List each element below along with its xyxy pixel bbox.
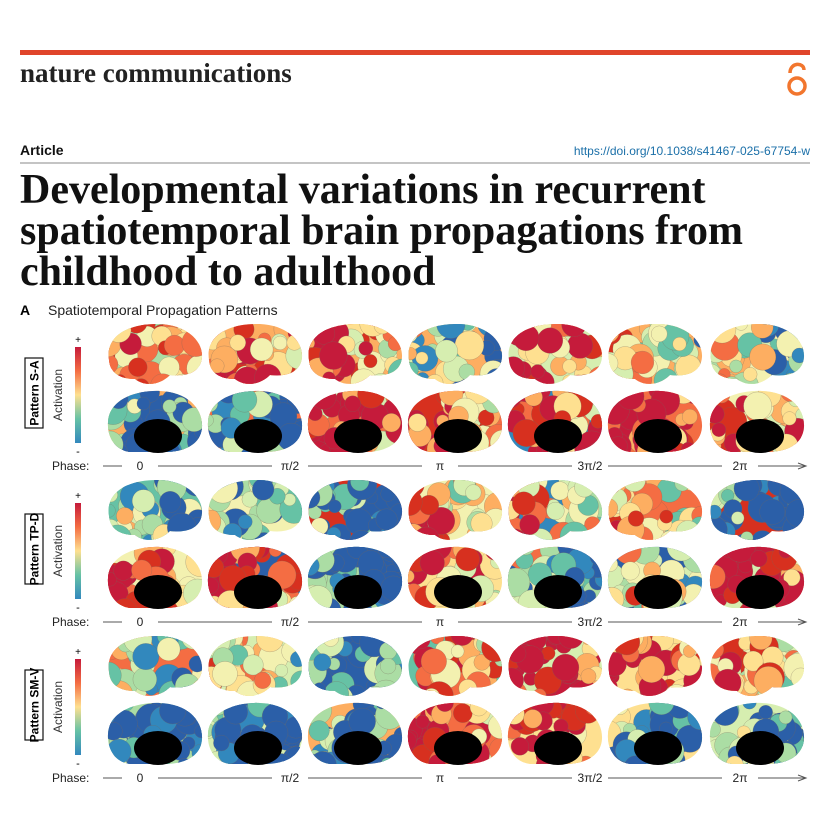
colorbar-max: + bbox=[75, 491, 81, 502]
brain-lateral bbox=[108, 479, 203, 540]
journal-name: nature communications bbox=[20, 58, 292, 88]
colorbar-label: Activation bbox=[51, 369, 65, 421]
brain-lateral bbox=[308, 479, 403, 540]
brain-medial bbox=[207, 546, 303, 609]
pattern-label: Pattern S-A bbox=[24, 357, 44, 429]
brain-lateral bbox=[608, 479, 703, 540]
colorbar bbox=[75, 347, 81, 443]
colorbar bbox=[75, 503, 81, 599]
phase-tick: 0 bbox=[137, 771, 144, 785]
phase-tick: π/2 bbox=[281, 771, 300, 785]
article-title: Developmental variations in recurrentspa… bbox=[20, 167, 743, 295]
brain-medial bbox=[207, 702, 303, 765]
phase-tick: 3π/2 bbox=[578, 615, 603, 629]
header-bar bbox=[20, 50, 810, 55]
phase-tick: π bbox=[436, 771, 444, 785]
phase-tick: 3π/2 bbox=[578, 459, 603, 473]
brain-medial bbox=[407, 390, 503, 453]
title-line: Developmental variations in recurrent bbox=[20, 167, 706, 213]
brain-medial bbox=[407, 702, 503, 765]
phase-arrow bbox=[797, 462, 808, 470]
brain-lateral bbox=[108, 635, 203, 696]
pattern-name: Pattern SM-V bbox=[28, 668, 42, 743]
brain-lateral bbox=[710, 479, 805, 540]
brain-lateral bbox=[208, 323, 303, 384]
brain-medial bbox=[507, 390, 603, 453]
brain-lateral bbox=[208, 635, 303, 696]
brain-lateral bbox=[308, 635, 403, 696]
brain-lateral bbox=[508, 635, 603, 696]
brain-medial bbox=[207, 390, 303, 453]
phase-arrow bbox=[797, 774, 808, 782]
phase-tick: 3π/2 bbox=[578, 771, 603, 785]
phase-tick: π bbox=[436, 615, 444, 629]
brain-medial bbox=[307, 390, 403, 453]
brain-medial bbox=[709, 546, 805, 609]
colorbar-min: - bbox=[76, 446, 80, 458]
brain-lateral bbox=[508, 479, 603, 540]
brain-lateral bbox=[408, 479, 503, 540]
colorbar-label: Activation bbox=[51, 681, 65, 733]
phase-arrow bbox=[797, 618, 808, 626]
brain-medial bbox=[507, 546, 603, 609]
phase-label: Phase: bbox=[52, 459, 89, 473]
panel-label: A bbox=[20, 302, 30, 318]
phase-tick: π/2 bbox=[281, 615, 300, 629]
phase-label: Phase: bbox=[52, 771, 89, 785]
brain-lateral bbox=[710, 635, 805, 696]
brain-lateral bbox=[408, 635, 503, 696]
colorbar-min: - bbox=[76, 758, 80, 770]
title-line: childhood to adulthood bbox=[20, 249, 436, 295]
colorbar-label: Activation bbox=[51, 525, 65, 577]
brain-medial bbox=[307, 546, 403, 609]
brain-medial bbox=[709, 702, 805, 765]
colorbar bbox=[75, 659, 81, 755]
brain-medial bbox=[607, 702, 703, 765]
brain-medial bbox=[507, 702, 603, 765]
brain-medial bbox=[107, 390, 203, 453]
phase-tick: 0 bbox=[137, 459, 144, 473]
brain-lateral bbox=[108, 323, 203, 384]
colorbar-min: - bbox=[76, 602, 80, 614]
brain-medial bbox=[607, 390, 703, 453]
phase-tick: π bbox=[436, 459, 444, 473]
figure-rows: Pattern S-A + - Activation Phase: 0 π/2 π 3π/2 2π… bbox=[24, 323, 808, 785]
brain-medial bbox=[107, 546, 203, 609]
brain-medial bbox=[607, 546, 703, 609]
brain-lateral bbox=[710, 323, 805, 384]
brain-lateral bbox=[208, 479, 303, 540]
brain-lateral bbox=[408, 323, 503, 384]
doi-link[interactable]: https://doi.org/10.1038/s41467-025-67754… bbox=[574, 144, 811, 158]
phase-tick: 2π bbox=[733, 459, 748, 473]
phase-tick: 2π bbox=[733, 771, 748, 785]
pattern-label: Pattern SM-V bbox=[24, 668, 44, 743]
phase-tick: 2π bbox=[733, 615, 748, 629]
article-type: Article bbox=[20, 142, 64, 158]
brain-lateral bbox=[308, 323, 403, 384]
phase-tick: 0 bbox=[137, 615, 144, 629]
panel-title: Spatiotemporal Propagation Patterns bbox=[48, 302, 278, 318]
pattern-label: Pattern TP-D bbox=[24, 512, 44, 585]
phase-tick: π/2 bbox=[281, 459, 300, 473]
brain-medial bbox=[107, 702, 203, 765]
brain-medial bbox=[709, 390, 805, 453]
phase-label: Phase: bbox=[52, 615, 89, 629]
colorbar-max: + bbox=[75, 647, 81, 658]
brain-medial bbox=[407, 546, 503, 609]
brain-lateral bbox=[608, 635, 703, 696]
pattern-name: Pattern TP-D bbox=[28, 512, 42, 585]
title-line: spatiotemporal brain propagations from bbox=[20, 208, 743, 254]
open-access-icon bbox=[787, 62, 807, 96]
brain-medial bbox=[307, 702, 403, 765]
brain-lateral bbox=[608, 323, 703, 384]
brain-lateral bbox=[508, 323, 603, 384]
colorbar-max: + bbox=[75, 335, 81, 346]
pattern-name: Pattern S-A bbox=[28, 360, 42, 426]
